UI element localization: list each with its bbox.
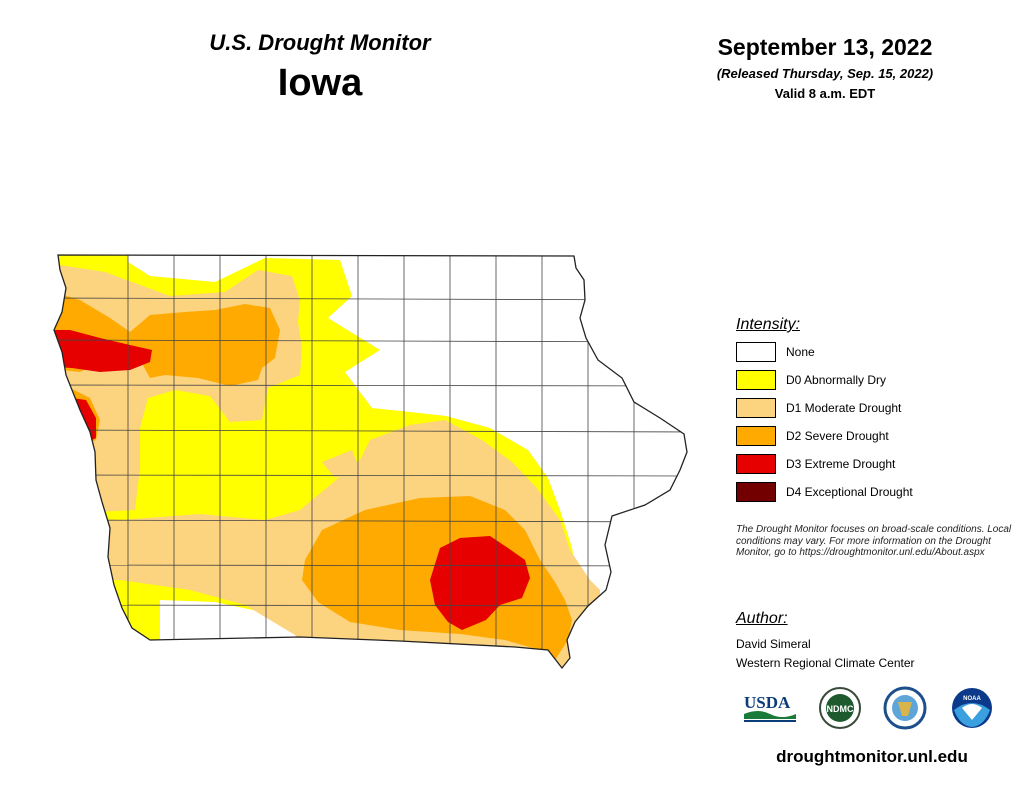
d3-area — [54, 330, 152, 372]
legend-swatch — [736, 482, 776, 502]
ndmc-logo-icon: NDMC — [819, 687, 861, 729]
valid-time: Valid 8 a.m. EDT — [774, 86, 876, 101]
map-date: September 13, 2022 — [717, 34, 933, 60]
legend-swatch — [736, 454, 776, 474]
state-name: Iowa — [277, 62, 363, 104]
legend-label: D0 Abnormally Dry — [786, 373, 887, 387]
legend-label: D4 Exceptional Drought — [786, 485, 913, 499]
usda-logo-icon: USDA — [744, 693, 796, 722]
agency-logos: USDA NDMC NOAA — [744, 686, 992, 730]
legend-swatch — [736, 342, 776, 362]
noaa-logo-icon: NOAA — [952, 688, 992, 728]
none-area — [160, 600, 322, 645]
legend-label: D1 Moderate Drought — [786, 401, 902, 415]
author-title: Author: — [736, 610, 788, 627]
usda-logo-text: USDA — [744, 693, 791, 712]
d3-area — [430, 536, 530, 630]
legend-swatch — [736, 426, 776, 446]
author-name: David Simeral — [736, 637, 811, 651]
author-org: Western Regional Climate Center — [736, 656, 915, 670]
noaa-logo-text: NOAA — [963, 696, 981, 702]
legend-swatch — [736, 398, 776, 418]
legend-title: Intensity: — [736, 316, 801, 333]
legend-label: D3 Extreme Drought — [786, 457, 896, 471]
release-date: (Released Thursday, Sep. 15, 2022) — [716, 66, 934, 81]
d1-area — [322, 450, 360, 478]
doc-seal-icon — [883, 686, 927, 730]
legend-label: None — [786, 345, 815, 359]
map-title: U.S. Drought Monitor — [209, 30, 431, 55]
ndmc-logo-text: NDMC — [827, 704, 854, 714]
disclaimer-note: The Drought Monitor focuses on broad-sca… — [736, 524, 1012, 558]
legend-swatch — [736, 370, 776, 390]
website-url: droughtmonitor.unl.edu — [776, 747, 968, 766]
legend-label: D2 Severe Drought — [786, 429, 889, 443]
